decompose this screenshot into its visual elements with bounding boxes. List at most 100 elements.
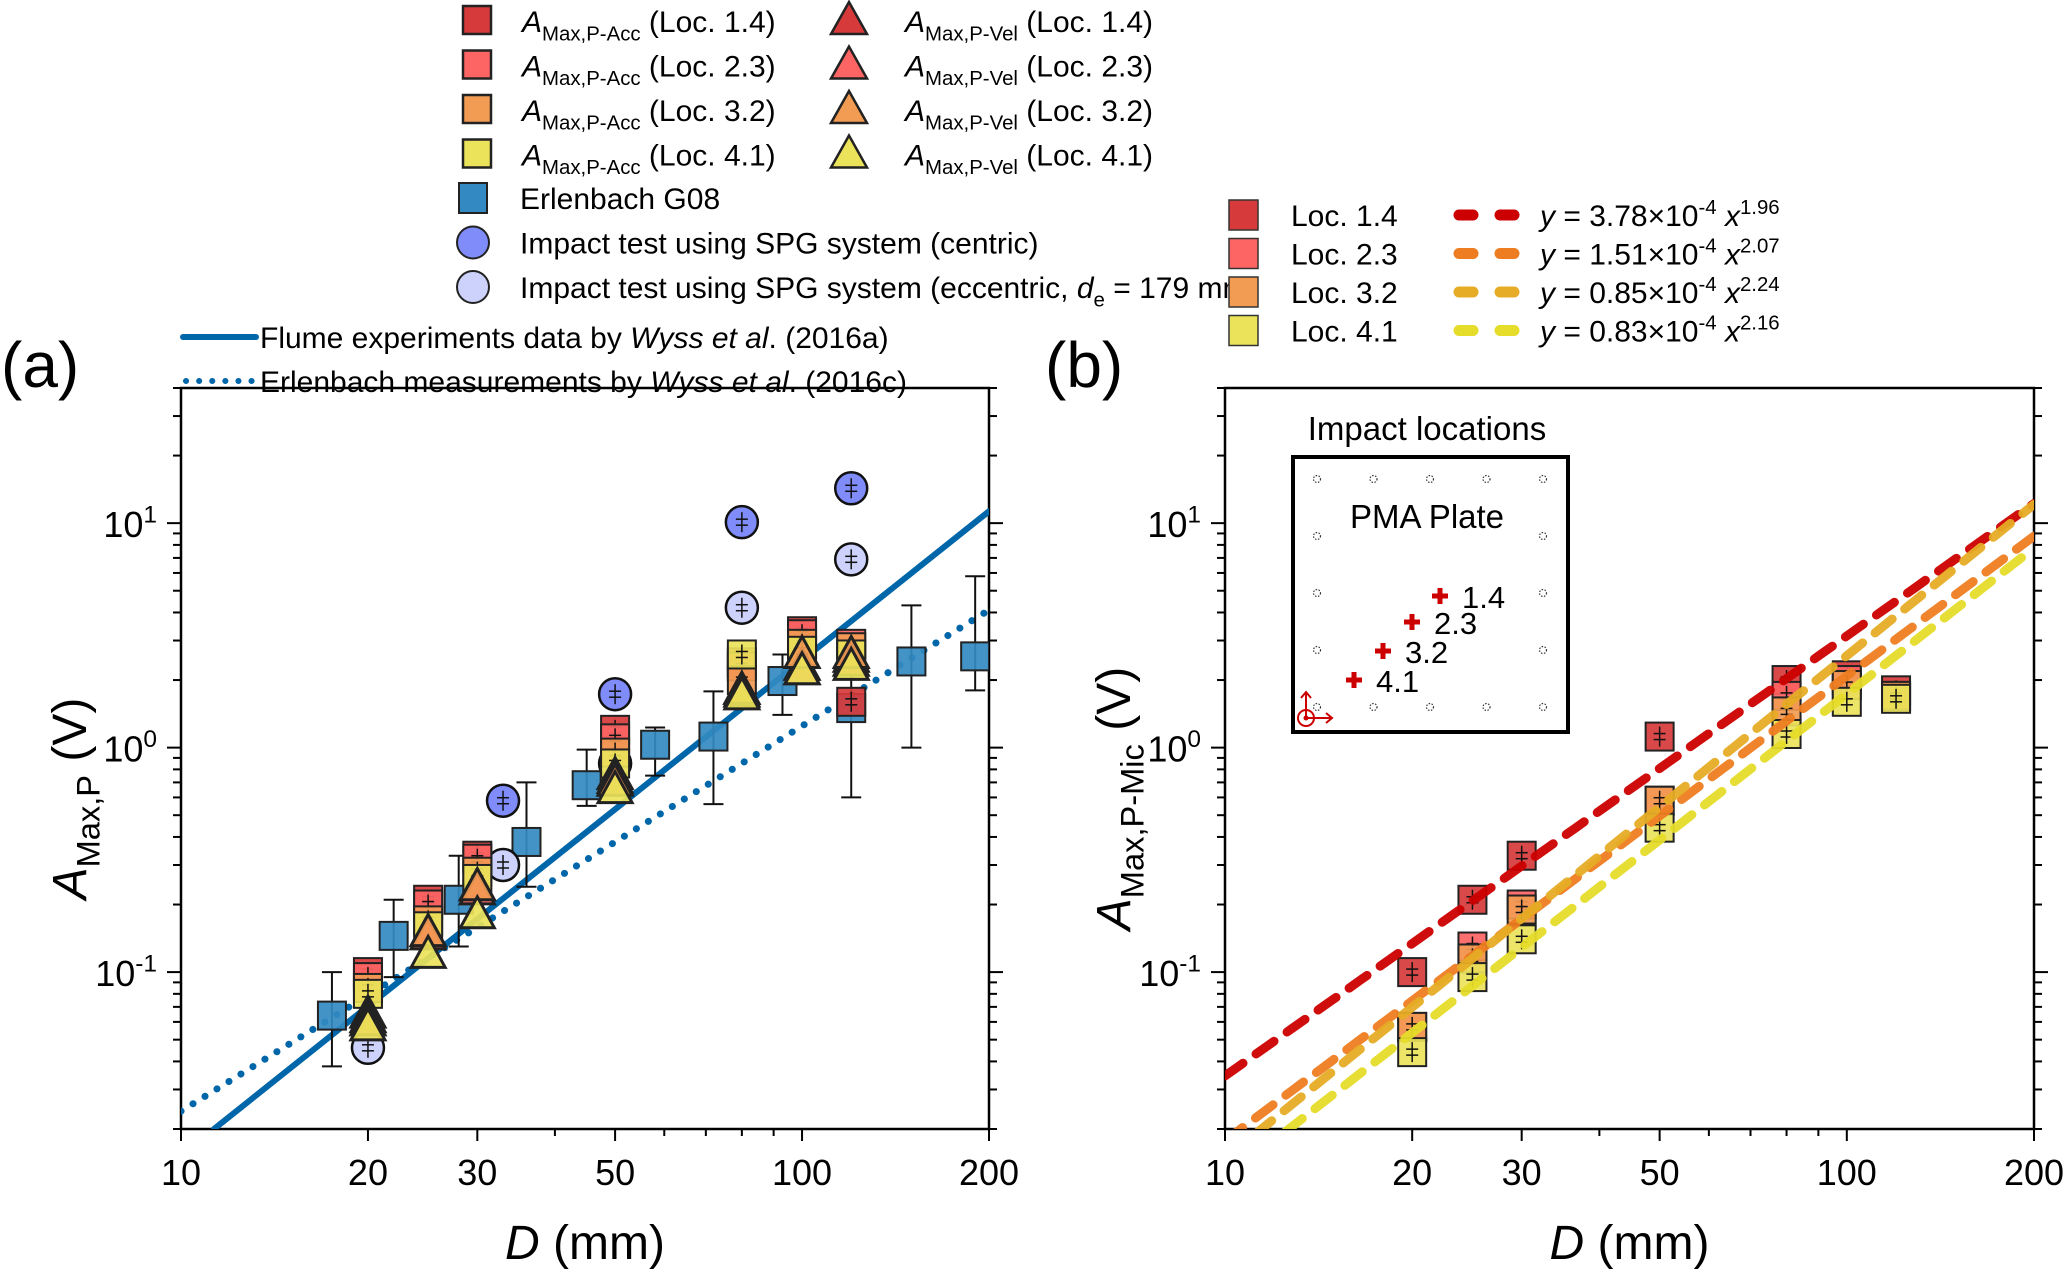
legend-label-part: Max,P-Vel <box>925 23 1018 45</box>
vel-point <box>831 645 871 681</box>
x-tick-label: 20 <box>1392 1152 1432 1193</box>
legend-label: Impact test using SPG system (eccentric,… <box>520 272 1257 311</box>
legend-marker-square <box>461 4 493 36</box>
y-axis-label: AMax,P-Mic (V) <box>1088 667 1150 933</box>
legend-label-part: (Loc. 3.2) <box>1018 95 1153 128</box>
coordinate-axes-icon <box>1300 690 1334 724</box>
legend-label-part: . (2016a) <box>769 322 889 355</box>
impact-location-label: 3.2 <box>1405 635 1448 670</box>
panel-label: (a) <box>1 329 79 401</box>
x-tick-label-part: 10 <box>1205 1152 1245 1193</box>
sensor-dot <box>1312 645 1322 655</box>
legend-equation-part: 1.96 <box>1740 197 1780 219</box>
x-tick-label-part: 20 <box>1392 1152 1432 1193</box>
erlenbach-point <box>511 826 542 857</box>
x-tick-label: 50 <box>595 1152 635 1193</box>
erlenbach-point <box>571 770 602 801</box>
vel-point <box>595 768 635 805</box>
y-tick-label: 101 <box>1147 502 1201 545</box>
legend-label: Flume experiments data by Wyss et al. (2… <box>260 322 889 355</box>
y-tick-label-part: -1 <box>135 951 157 978</box>
erlenbach-point <box>960 641 989 672</box>
y-tick-label-part: 10 <box>103 729 143 770</box>
legend-label-part: Max,P-Acc <box>542 23 641 45</box>
x-tick-label-part: 50 <box>1640 1152 1680 1193</box>
legend-label: AMax,P-Acc (Loc. 4.1) <box>520 140 776 179</box>
y-tick-label: 10-1 <box>95 951 157 994</box>
legend-equation-part: = 0.85×10 <box>1555 277 1698 310</box>
legend-equation-part <box>1717 316 1725 349</box>
legend-marker-triangle <box>828 88 870 125</box>
y-tick-label: 100 <box>103 726 157 769</box>
legend-label: AMax,P-Vel (Loc. 4.1) <box>903 140 1153 179</box>
x-tick-label-part: 20 <box>348 1152 388 1193</box>
legend-marker-square <box>1228 199 1259 231</box>
sensor-dot <box>1312 474 1322 484</box>
legend-label-part: Loc. 2.3 <box>1291 239 1398 272</box>
sensor-dot <box>1538 531 1548 541</box>
legend-label-part: A <box>903 51 925 84</box>
x-axis-label: D (mm) <box>1550 1217 1710 1269</box>
impact-location-label: 2.3 <box>1434 606 1477 641</box>
y-tick-label-part: 10 <box>95 953 135 994</box>
y-tick-label-part: 10 <box>1139 953 1179 994</box>
sensor-dot <box>1312 702 1322 712</box>
sensor-dot <box>1369 474 1378 484</box>
legend-marker-triangle <box>828 0 870 36</box>
x-tick-label-part: 50 <box>595 1152 635 1193</box>
legend-label-part: Max,P-Vel <box>925 157 1018 179</box>
x-tick-label: 20 <box>348 1152 388 1193</box>
sensor-dot <box>1482 474 1491 484</box>
sensor-dot <box>1482 702 1491 712</box>
x-tick-label: 200 <box>2004 1152 2064 1193</box>
legend-marker-square <box>461 49 493 80</box>
x-axis-label-part: D <box>505 1217 540 1269</box>
legend-marker-triangle <box>828 43 870 80</box>
sensor-dot <box>1312 531 1322 541</box>
legend-marker-square <box>1228 237 1259 270</box>
legend-label-part: (Loc. 4.1) <box>1018 140 1153 173</box>
y-axis-label-part: Max,P-Mic <box>1113 744 1150 898</box>
legend-marker-triangle <box>828 132 870 169</box>
vel-point <box>782 649 822 686</box>
legend-label-part: A <box>520 140 542 173</box>
impact-location-label-part: 2.3 <box>1434 606 1477 641</box>
x-tick-label-part: 10 <box>161 1152 201 1193</box>
legend-equation-part: y <box>1538 239 1557 272</box>
legend-label-part: A <box>903 95 925 128</box>
legend-label: AMax,P-Acc (Loc. 3.2) <box>520 95 776 134</box>
legend-equation-part: -4 <box>1698 313 1716 335</box>
erlenbach-point <box>698 721 729 752</box>
x-tick-label: 100 <box>772 1152 832 1193</box>
impact-location-cross <box>1432 588 1448 604</box>
legend-marker-square <box>458 182 488 214</box>
legend-label-part: (Loc. 2.3) <box>1018 51 1153 84</box>
legend-equation-part: y <box>1538 277 1557 310</box>
vel-point <box>457 893 497 930</box>
legend-marker-square <box>1228 314 1259 347</box>
y-axis-label-part: (V) <box>1088 667 1141 744</box>
legend-equation: y = 0.85×10-4 x2.24 <box>1538 274 1780 310</box>
impact-location-label: 1.4 <box>1462 580 1505 615</box>
legend-equation-part: x <box>1723 277 1741 310</box>
impact-locations-inset: Impact locations PMA Plate 1.42.33.24.1 <box>1291 410 1570 734</box>
sensor-dot <box>1538 645 1548 655</box>
legend-label: Loc. 4.1 <box>1291 316 1398 349</box>
x-tick-label: 50 <box>1640 1152 1680 1193</box>
inset-plate-frame <box>1291 455 1570 734</box>
impact-location-label: 4.1 <box>1376 664 1419 699</box>
x-tick-label-part: 30 <box>457 1152 497 1193</box>
legend-label: AMax,P-Acc (Loc. 1.4) <box>520 6 776 45</box>
legend-equation-part: 2.07 <box>1740 236 1780 258</box>
impact-location-label-part: 1.4 <box>1462 580 1505 615</box>
legend-equation-part: -4 <box>1698 274 1716 296</box>
panel-label-part: (b) <box>1045 329 1123 401</box>
erlenbach-point <box>896 646 927 677</box>
x-tick-label-part: 30 <box>1502 1152 1542 1193</box>
erlenbach-point <box>316 1000 347 1031</box>
legend-label-part: Loc. 3.2 <box>1291 277 1398 310</box>
